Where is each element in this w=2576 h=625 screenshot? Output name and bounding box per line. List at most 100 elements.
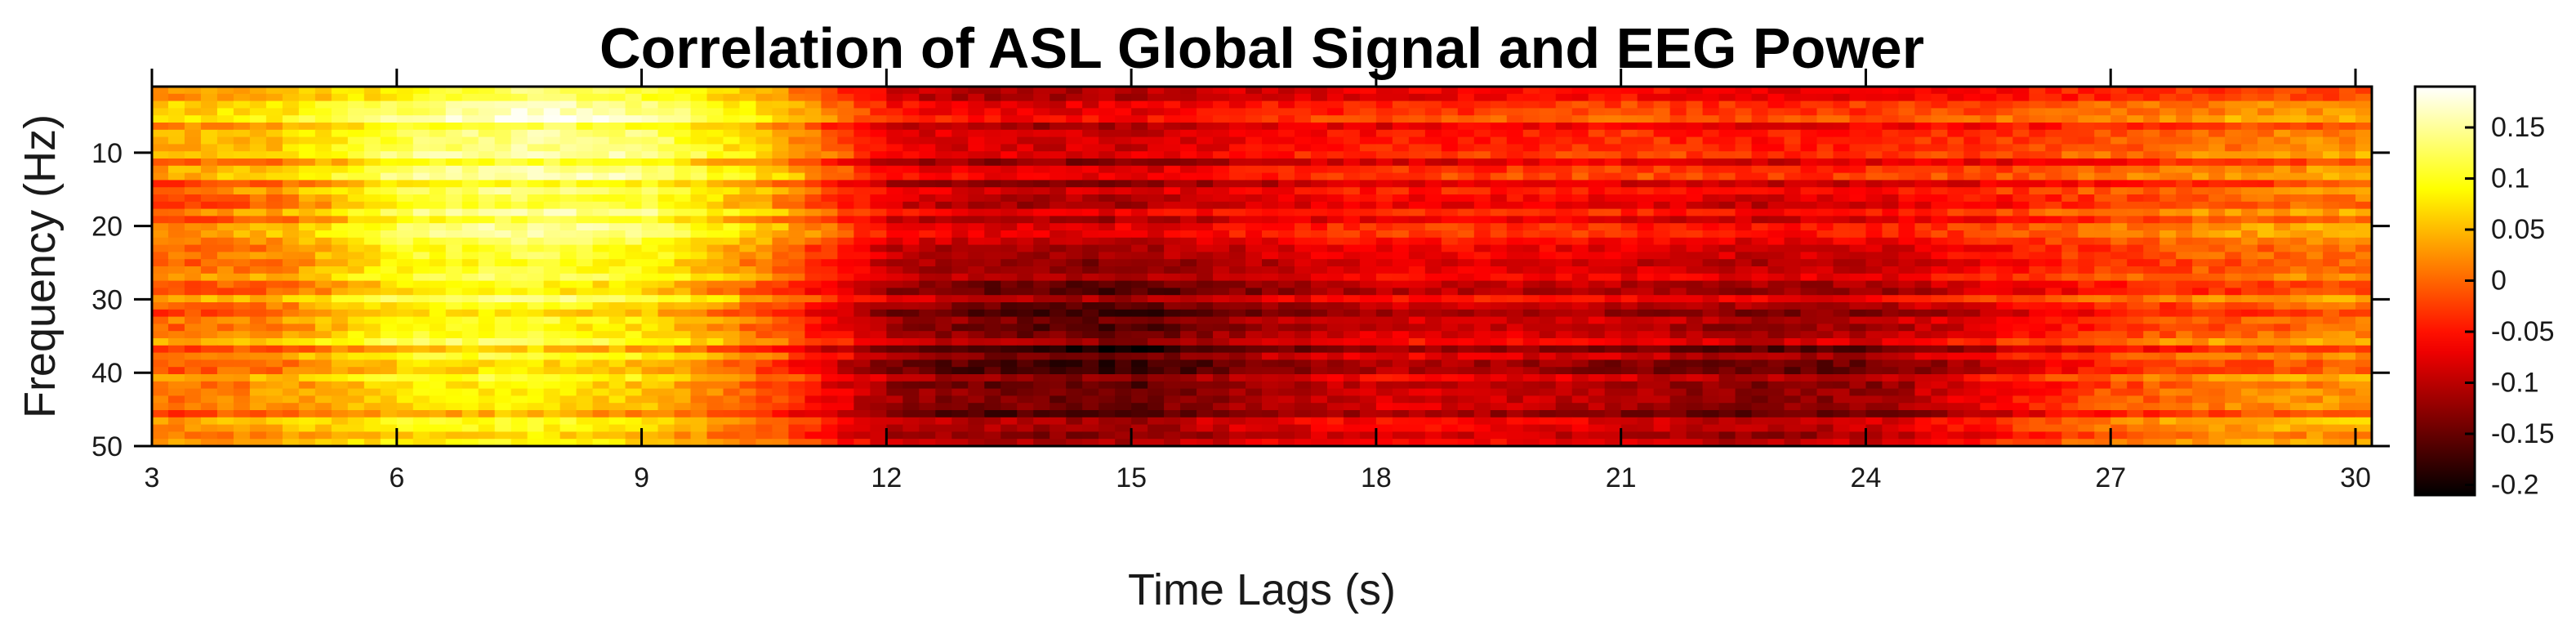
heatmap-cell xyxy=(1424,216,1442,224)
heatmap-cell xyxy=(968,324,986,332)
heatmap-cell xyxy=(1637,273,1655,282)
heatmap-cell xyxy=(1735,136,1753,145)
heatmap-cell xyxy=(1490,194,1508,203)
heatmap-cell xyxy=(2192,216,2209,224)
heatmap-cell xyxy=(625,201,643,210)
heatmap-cell xyxy=(886,273,904,282)
heatmap-cell xyxy=(1066,324,1083,332)
heatmap-cell xyxy=(249,237,267,246)
heatmap-cell xyxy=(445,288,463,296)
heatmap-cell xyxy=(592,309,610,318)
heatmap-cell xyxy=(461,208,479,217)
heatmap-cell xyxy=(363,165,381,174)
heatmap-cell xyxy=(1050,331,1067,339)
heatmap-cell xyxy=(821,87,839,95)
heatmap-cell xyxy=(1914,230,1932,239)
heatmap-cell xyxy=(1718,288,1736,296)
heatmap-cell xyxy=(1931,237,1949,246)
heatmap-cell xyxy=(527,230,545,239)
heatmap-cell xyxy=(1229,345,1246,354)
heatmap-cell xyxy=(314,187,332,195)
heatmap-cell xyxy=(2143,273,2160,282)
heatmap-cell xyxy=(1148,201,1165,210)
heatmap-cell xyxy=(249,115,267,123)
heatmap-cell xyxy=(1082,123,1099,131)
heatmap-cell xyxy=(1197,237,1214,246)
heatmap-cell xyxy=(902,316,920,325)
heatmap-cell xyxy=(1033,108,1050,116)
heatmap-cell xyxy=(2290,280,2307,289)
heatmap-cell xyxy=(1865,331,1883,339)
heatmap-cell xyxy=(1653,201,1671,210)
heatmap-cell xyxy=(1229,172,1246,181)
heatmap-cell xyxy=(2127,123,2145,131)
heatmap-cell xyxy=(1963,273,1981,282)
heatmap-cell xyxy=(2029,123,2047,131)
heatmap-cell xyxy=(314,208,332,217)
heatmap-cell xyxy=(821,266,839,275)
heatmap-cell xyxy=(1800,252,1818,260)
heatmap-cell xyxy=(2029,129,2047,138)
heatmap-cell xyxy=(2012,223,2030,231)
heatmap-cell xyxy=(592,273,610,282)
heatmap-cell xyxy=(2143,165,2160,174)
heatmap-cell xyxy=(282,237,300,246)
heatmap-cell xyxy=(331,252,349,260)
heatmap-cell xyxy=(706,223,724,231)
heatmap-cell xyxy=(1490,144,1508,152)
heatmap-cell xyxy=(478,273,496,282)
heatmap-cell xyxy=(1099,237,1116,246)
heatmap-cell xyxy=(625,273,643,282)
heatmap-cell xyxy=(984,136,1002,145)
heatmap-cell xyxy=(1082,136,1099,145)
heatmap-cell xyxy=(1539,151,1557,159)
heatmap-cell xyxy=(380,288,398,296)
heatmap-cell xyxy=(445,244,463,253)
heatmap-cell xyxy=(1197,324,1214,332)
heatmap-cell xyxy=(2012,338,2030,346)
heatmap-cell xyxy=(1082,259,1099,267)
heatmap-cell xyxy=(1001,158,1018,167)
heatmap-cell xyxy=(804,316,822,325)
heatmap-cell xyxy=(2241,151,2258,159)
heatmap-cell xyxy=(1539,266,1557,275)
heatmap-cell xyxy=(412,244,430,253)
heatmap-cell xyxy=(2094,136,2112,145)
heatmap-cell xyxy=(233,316,251,325)
heatmap-cell xyxy=(919,216,937,224)
heatmap-cell xyxy=(1833,144,1851,152)
heatmap-cell xyxy=(592,331,610,339)
heatmap-cell xyxy=(2176,244,2193,253)
heatmap-cell xyxy=(1702,187,1720,195)
heatmap-cell xyxy=(968,201,986,210)
heatmap-cell xyxy=(216,100,234,109)
heatmap-cell xyxy=(657,123,675,131)
heatmap-cell xyxy=(1604,259,1622,267)
heatmap-cell xyxy=(968,158,986,167)
heatmap-cell xyxy=(1522,172,1540,181)
heatmap-cell xyxy=(1408,180,1426,188)
heatmap-cell xyxy=(1653,129,1671,138)
heatmap-cell xyxy=(1457,266,1475,275)
heatmap-cell xyxy=(592,288,610,296)
heatmap-cell xyxy=(1947,302,1965,310)
heatmap-cell xyxy=(2274,230,2291,239)
heatmap-cell xyxy=(690,108,708,116)
heatmap-cell xyxy=(2192,158,2209,167)
heatmap-cell xyxy=(723,136,741,145)
heatmap-cell xyxy=(445,136,463,145)
heatmap-cell xyxy=(1653,237,1671,246)
heatmap-cell xyxy=(821,316,839,325)
heatmap-cell xyxy=(1408,331,1426,339)
heatmap-cell xyxy=(837,194,855,203)
heatmap-cell xyxy=(2061,93,2079,102)
heatmap-cell xyxy=(1849,237,1867,246)
heatmap-cell xyxy=(1457,194,1475,203)
heatmap-cell xyxy=(1180,259,1197,267)
heatmap-cell xyxy=(1865,151,1883,159)
heatmap-cell xyxy=(1833,165,1851,174)
heatmap-cell xyxy=(2274,324,2291,332)
heatmap-cell xyxy=(510,136,528,145)
heatmap-cell xyxy=(1359,345,1377,354)
heatmap-cell xyxy=(2143,223,2160,231)
